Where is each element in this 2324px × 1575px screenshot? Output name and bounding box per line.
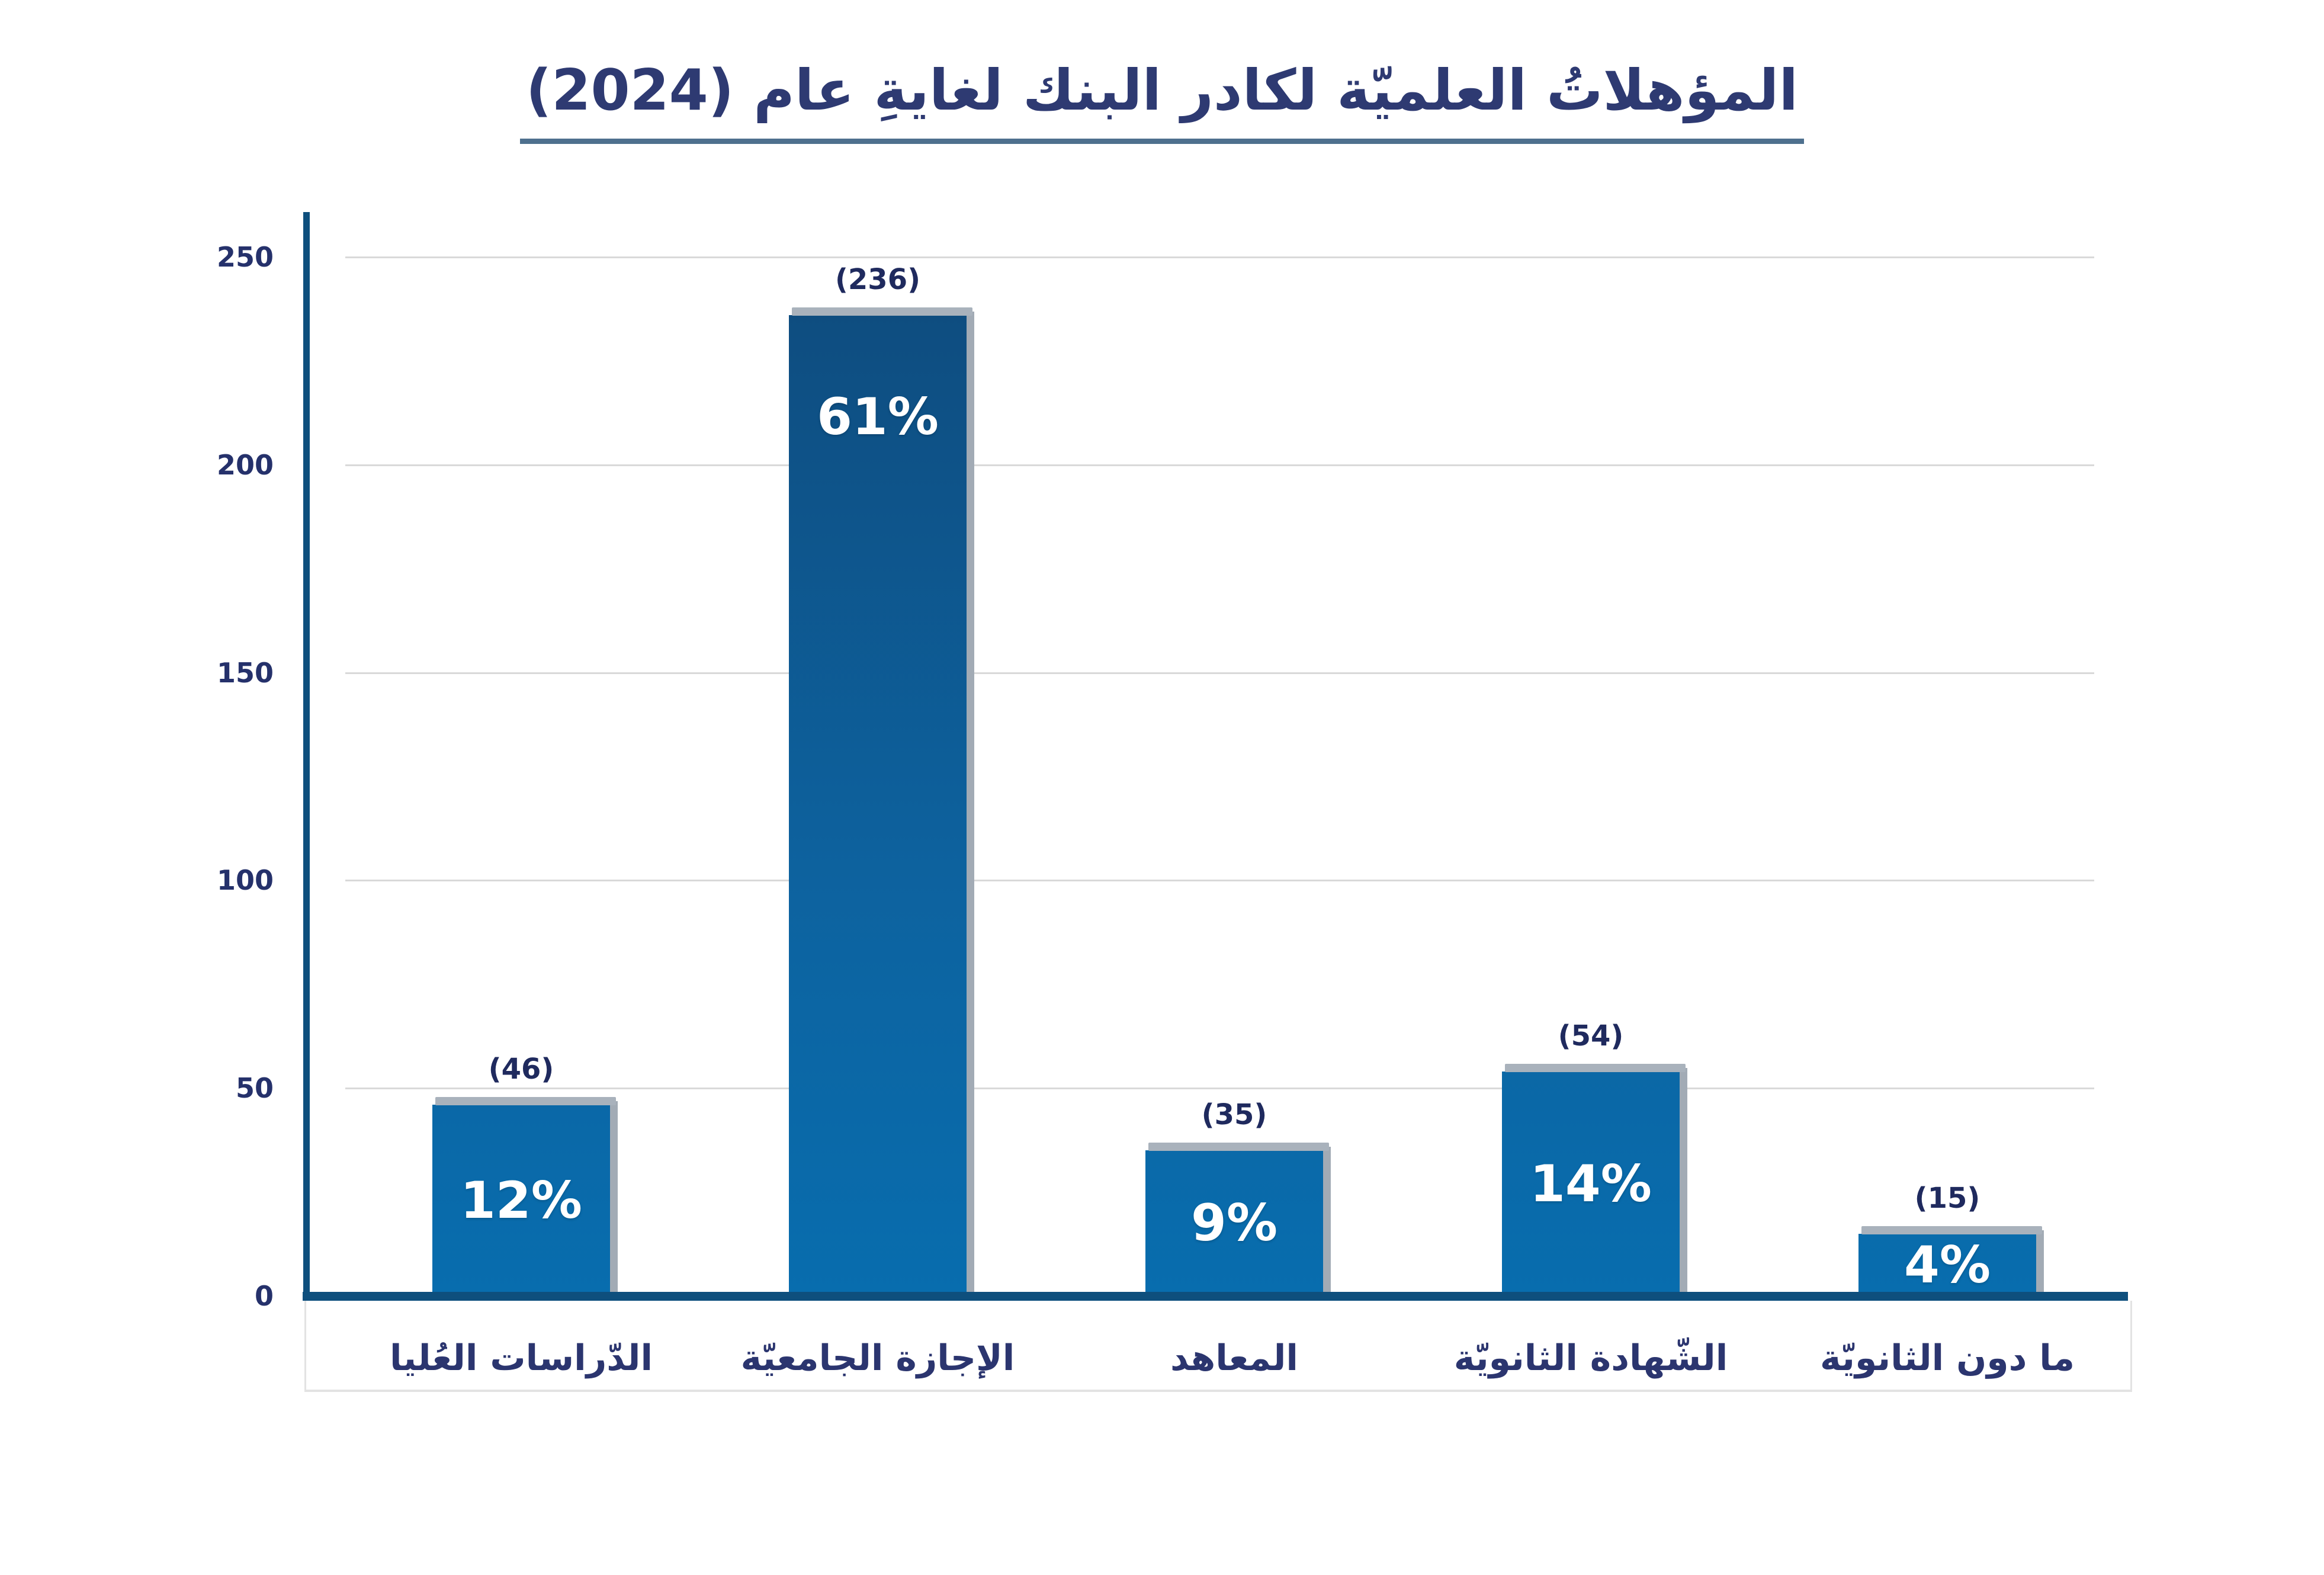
y-tick-label-150: 150 (216, 656, 274, 689)
bar-value-label: (236) (834, 263, 921, 296)
bar-side-shadow (610, 1101, 618, 1296)
bar-cap (1505, 1064, 1686, 1072)
bar: 61% (789, 307, 974, 1296)
bar-percent-label: 9% (1190, 1194, 1277, 1253)
bar: 4% (1858, 1226, 2044, 1296)
y-tick-label-0: 0 (254, 1280, 274, 1312)
gridline-200 (345, 464, 2094, 466)
y-tick-label-200: 200 (216, 448, 274, 481)
bar-side-shadow (1323, 1147, 1331, 1296)
gridline-50 (345, 1088, 2094, 1090)
bar: 12% (432, 1097, 618, 1296)
bar-cap (1148, 1143, 1329, 1151)
bar-value-label: (35) (1201, 1098, 1267, 1131)
page-title: المؤهلاتُ العلميّة لكادر البنك لغايةِ عا… (519, 56, 1805, 145)
bar-side-shadow (1680, 1068, 1687, 1296)
category-label: الشّهادة الثانويّة (1453, 1337, 1728, 1379)
bar-cap (435, 1097, 616, 1105)
y-tick-label-250: 250 (216, 241, 274, 273)
bar: 14% (1502, 1064, 1687, 1296)
bar-value-label: (54) (1558, 1019, 1624, 1053)
y-axis-line (303, 212, 310, 1300)
category-label: الإجازة الجامعيّة (740, 1337, 1015, 1379)
gridline-150 (345, 672, 2094, 674)
y-tick-label-50: 50 (235, 1072, 274, 1105)
bar-cap (792, 307, 972, 316)
bar-side-shadow (2036, 1230, 2044, 1296)
category-label: المعاهد (1170, 1337, 1298, 1379)
bar-percent-label: 14% (1530, 1154, 1652, 1214)
title-wrap: المؤهلاتُ العلميّة لكادر البنك لغايةِ عا… (0, 18, 2324, 182)
bar-percent-label: 12% (460, 1170, 582, 1230)
bar-value-label: (15) (1914, 1182, 1980, 1215)
bar-side-shadow (967, 312, 974, 1296)
category-label-box (304, 1301, 2132, 1392)
bar-percent-label: 4% (1904, 1235, 1991, 1295)
y-tick-label-100: 100 (216, 864, 274, 897)
gridline-100 (345, 880, 2094, 882)
bar-value-label: (46) (488, 1053, 554, 1086)
bar: 9% (1145, 1143, 1331, 1296)
x-axis-line (303, 1292, 2128, 1301)
bar-cap (1861, 1226, 2042, 1234)
category-label: ما دون الثانويّة (1820, 1337, 2075, 1379)
bar-percent-label: 61% (817, 387, 939, 447)
category-label: الدّراسات العُليا (389, 1337, 653, 1379)
gridline-250 (345, 256, 2094, 258)
